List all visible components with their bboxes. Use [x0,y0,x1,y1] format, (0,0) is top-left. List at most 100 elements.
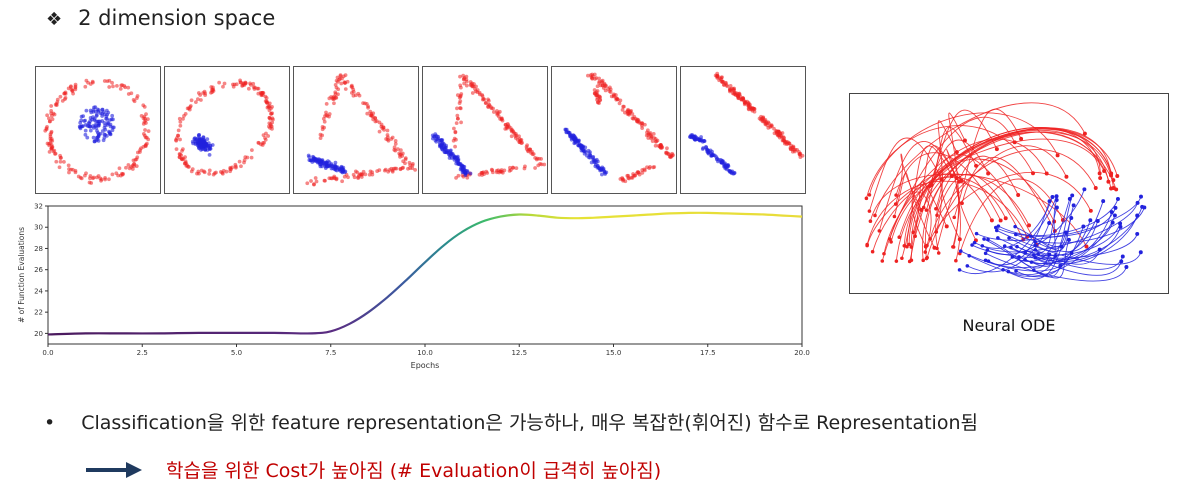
scatter-point [655,138,660,143]
trajectory-start-point [868,219,873,223]
scatter-point [533,155,537,160]
scatter-point [413,167,418,172]
scatter-point [48,136,53,141]
scatter-point [95,129,99,133]
scatter-point [106,121,111,126]
scatter-point [464,77,469,82]
scatter-point [338,74,343,78]
scatter-point [197,171,201,176]
scatter-point [52,148,57,153]
scatter-point [595,100,600,105]
scatter-point [240,84,245,88]
scatter-point [394,166,399,171]
scatter-point [456,116,460,121]
scatter-point [141,145,146,149]
scatter-point [126,163,131,167]
scatter-point [450,152,455,156]
scatter-point [634,118,639,123]
x-tick-label: 20.0 [794,349,810,357]
scatter-point [120,172,125,177]
scatter-point [469,82,474,87]
trajectory-start-point [913,234,917,238]
scatter-point [97,119,101,124]
scatter-point [453,156,457,161]
scatter-point [399,148,403,152]
scatter-point [525,143,529,148]
scatter-point [263,94,268,99]
scatter-point [780,135,784,140]
x-tick-label: 10.0 [417,349,433,357]
scatter-point [635,169,640,174]
trajectory-start-point [864,196,869,201]
scatter-point [453,144,457,149]
scatter-point [509,134,514,139]
trajectory-end-point [989,218,994,223]
trajectory-start-point [934,207,938,211]
y-tick-label: 20 [34,330,43,338]
scatter-point [567,130,572,135]
scatter-point [433,138,438,143]
scatter-point [455,106,459,111]
trajectory-path [967,222,1050,273]
trajectory-end-point [1113,205,1118,210]
scatter-point [201,135,206,140]
scatter-point [107,177,111,182]
scatter-point [83,128,88,133]
scatter-point [769,123,774,127]
scatter-point [83,84,88,89]
scatter-point [335,75,340,80]
scatter-point [778,131,783,136]
scatter-point [45,124,49,129]
trajectory-start-point [880,259,885,263]
scatter-point [95,137,100,142]
trajectory-end-point [1069,216,1074,220]
scatter-point [145,141,149,146]
scatter-point [782,138,786,143]
scatter-point [118,86,123,91]
scatter-point [305,181,310,186]
scatter-point [462,164,467,169]
scatter-point [66,86,71,91]
trajectory-start-point [972,240,977,245]
scatter-point [597,81,601,85]
scatter-point [639,121,644,126]
trajectory-start-point [907,242,911,247]
scatter-point [87,180,92,185]
scatter-point [178,137,182,142]
scatter-point [198,93,203,97]
scatter-point [250,148,254,153]
scatter-point [601,86,606,90]
trajectory-start-point [909,258,914,263]
trajectory-path [1035,200,1104,256]
scatter-point [505,125,510,130]
scatter-point [649,136,653,141]
scatter-point [456,161,461,166]
scatter-point [111,117,115,122]
scatter-point [750,108,755,113]
scatter-point [486,98,491,103]
scatter-point [720,80,725,85]
scatter-point [324,102,329,106]
scatter-point [389,137,394,141]
scatter-point [270,105,274,109]
trajectory-path [1015,207,1145,244]
scatter-point [104,108,109,113]
trajectory-start-point [1001,267,1005,272]
scatter-point [440,138,445,142]
scatter-point [316,158,321,163]
trajectory-end-point [1098,176,1103,181]
scatter-point [318,136,323,140]
trajectory-path [936,173,1024,240]
scatter-point [477,172,482,177]
scatter-point [82,119,87,123]
scatter-point [239,164,243,169]
section-heading: ❖ 2 dimension space [46,6,275,30]
scatter-point [48,119,52,124]
scatter-point [245,155,250,160]
x-axis-label: Epochs [411,361,440,370]
scatter-point [323,166,328,170]
scatter-point [107,78,112,83]
scatter-point [725,163,730,168]
scatter-point [640,171,645,175]
scatter-point [143,128,147,132]
